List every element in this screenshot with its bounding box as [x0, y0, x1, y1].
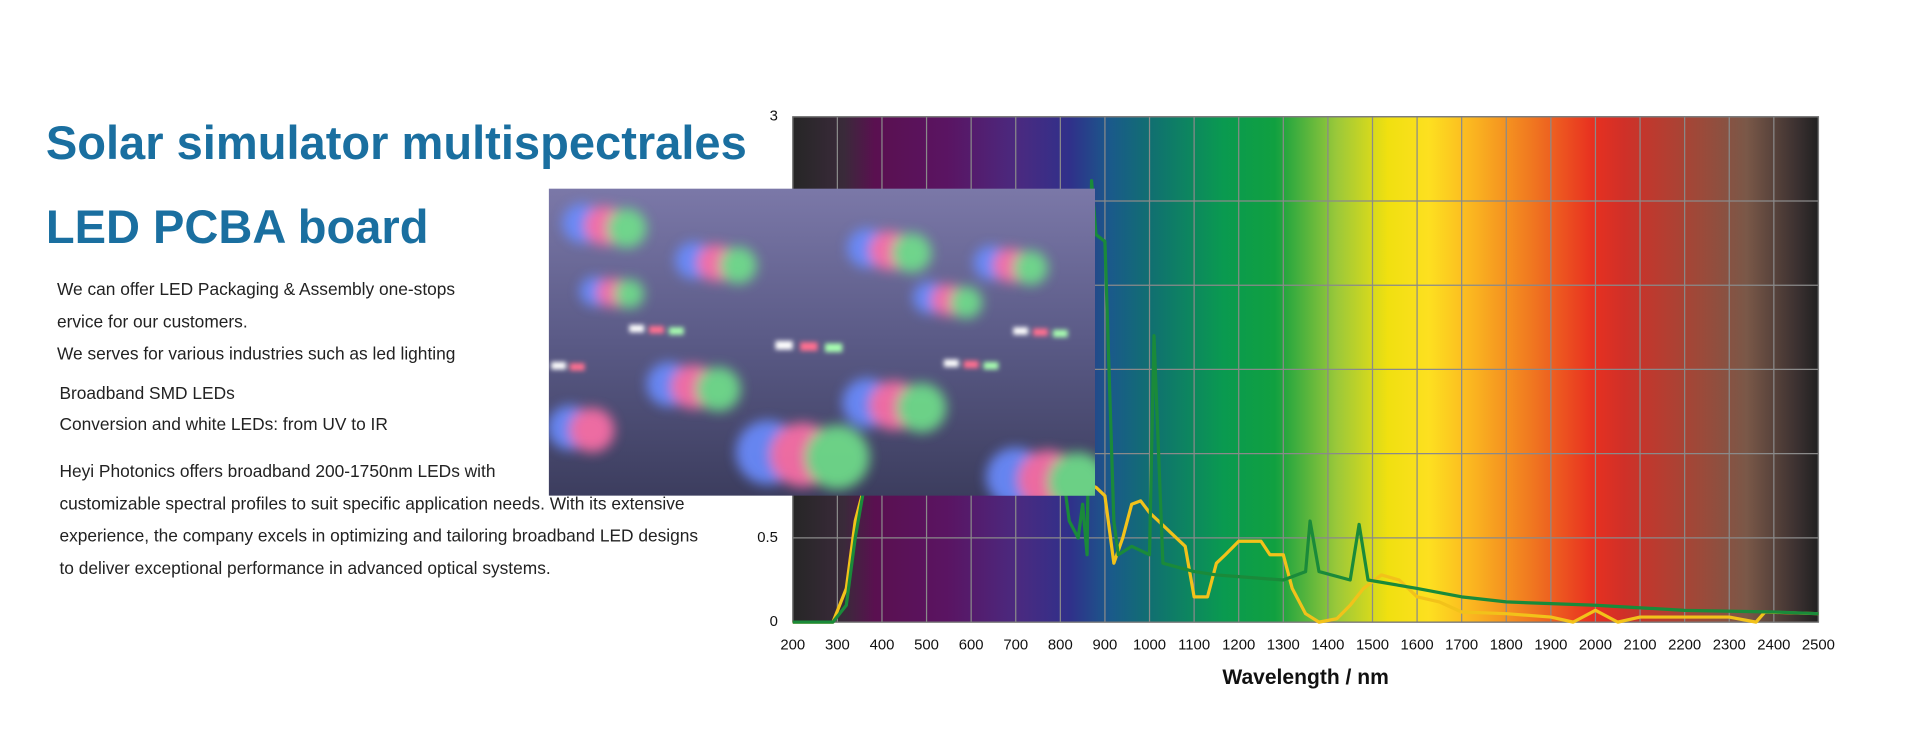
x-tick-label: 400: [870, 638, 895, 654]
x-tick-label: 2400: [1757, 638, 1790, 654]
x-tick-label: 1900: [1534, 638, 1567, 654]
x-tick-label: 300: [825, 638, 850, 654]
x-tick-label: 1600: [1401, 638, 1434, 654]
led-bokeh: [548, 203, 1096, 496]
intro-line: We can offer LED Packaging & Assembly on…: [57, 279, 455, 299]
x-axis-title: Wavelength / nm: [1222, 666, 1388, 689]
feature-line: Conversion and white LEDs: from UV to IR: [59, 414, 387, 434]
x-tick-label: 600: [959, 638, 984, 654]
feature-line: Broadband SMD LEDs: [59, 383, 235, 403]
page-title: LED PCBA board: [46, 200, 429, 253]
x-tick-label: 1800: [1490, 638, 1523, 654]
x-tick-label: 2000: [1579, 638, 1612, 654]
intro-line: We serves for various industries such as…: [57, 344, 455, 364]
description-line: Heyi Photonics offers broadband 200-1750…: [59, 461, 495, 481]
x-tick-label: 2200: [1668, 638, 1701, 654]
x-tick-label: 1500: [1356, 638, 1389, 654]
x-tick-label: 2100: [1624, 638, 1657, 654]
led-chips: [551, 324, 1068, 371]
x-tick-label: 800: [1048, 638, 1073, 654]
y-tick-label: 3: [770, 109, 778, 125]
x-tick-label: 500: [914, 638, 939, 654]
x-tick-label: 1700: [1445, 638, 1478, 654]
x-tick-label: 2300: [1713, 638, 1746, 654]
x-tick-label: 1200: [1222, 638, 1255, 654]
x-tick-label: 1300: [1267, 638, 1300, 654]
description-line: experience, the company excels in optimi…: [59, 526, 698, 546]
y-tick-label: 0: [770, 614, 778, 630]
description-line: to deliver exceptional performance in ad…: [59, 558, 550, 578]
x-tick-label: 1000: [1133, 638, 1166, 654]
x-tick-label: 700: [1003, 638, 1028, 654]
description-line: customizable spectral profiles to suit s…: [59, 493, 684, 513]
page-title: Solar simulator multispectrales: [46, 116, 747, 169]
x-tick-label: 2500: [1802, 638, 1835, 654]
y-tick-label: 0.5: [757, 530, 778, 546]
x-tick-label: 900: [1093, 638, 1118, 654]
x-tick-label: 1400: [1311, 638, 1344, 654]
x-tick-label: 200: [780, 638, 805, 654]
intro-line: ervice for our customers.: [57, 311, 248, 331]
spectrum-line: [792, 435, 1819, 624]
led-photo: [548, 188, 1096, 496]
x-tick-label: 1100: [1178, 638, 1210, 654]
